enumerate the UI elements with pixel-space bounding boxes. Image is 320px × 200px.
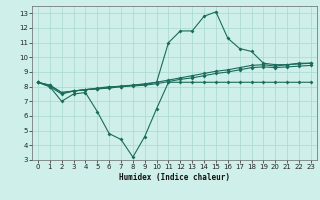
X-axis label: Humidex (Indice chaleur): Humidex (Indice chaleur)	[119, 173, 230, 182]
